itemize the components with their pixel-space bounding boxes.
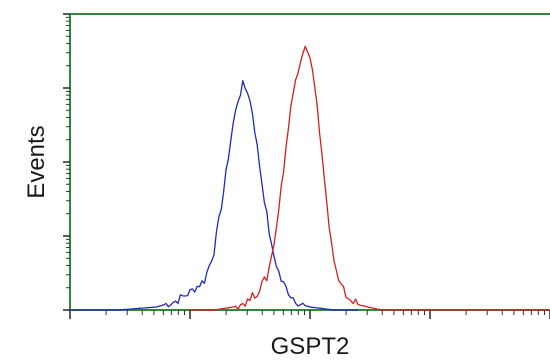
x-axis-label: GSPT2 [271,333,350,360]
plot-area [70,14,550,310]
series-line-2 [190,45,550,311]
ticks [63,13,550,319]
series-layer [70,45,550,311]
y-axis-label: Events [23,125,50,198]
series-line-1 [70,80,358,311]
